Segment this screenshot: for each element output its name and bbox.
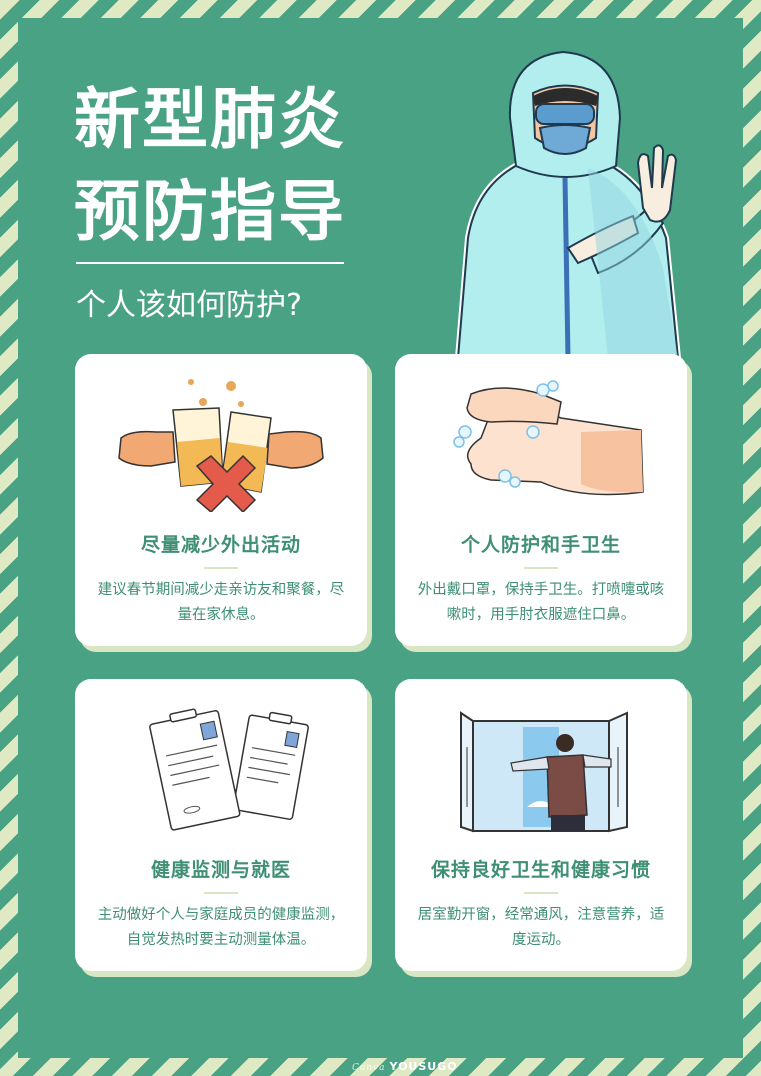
card-good-habits: 保持良好卫生和健康习惯 居室勤开窗，经常通风，注意营养，适度运动。	[395, 679, 687, 971]
card-rule	[204, 567, 238, 569]
title-divider	[76, 262, 344, 264]
watermark-script: Canva	[352, 1063, 386, 1073]
card-rule	[524, 567, 558, 569]
card-title: 个人防护和手卫生	[460, 534, 621, 556]
card-reduce-outings: 尽量减少外出活动 建议春节期间减少走亲访友和聚餐，尽量在家休息。	[75, 354, 367, 646]
card-body: 主动做好个人与家庭成员的健康监测，自觉发热时要主动测量体温。	[97, 907, 345, 948]
card-health-monitoring: 健康监测与就医 主动做好个人与家庭成员的健康监测，自觉发热时要主动测量体温。	[75, 679, 367, 971]
card-title: 健康监测与就医	[150, 859, 291, 881]
card-title: 保持良好卫生和健康习惯	[430, 859, 651, 881]
title-line-1: 新型肺炎	[74, 81, 346, 158]
page-title: 新型肺炎 预防指导	[74, 74, 346, 258]
subtitle: 个人该如何防护?	[76, 288, 302, 323]
title-line-2: 预防指导	[74, 173, 346, 250]
card-hand-hygiene: 个人防护和手卫生 外出戴口罩，保持手卫生。打喷嚏或咳嗽时，用手肘衣服遮住口鼻。	[395, 354, 687, 646]
no-gathering-icon	[118, 379, 324, 512]
watermark-text: YOUSUGO	[389, 1060, 458, 1073]
card-title: 尽量减少外出活动	[140, 534, 301, 556]
card-body: 建议春节期间减少走亲访友和聚餐，尽量在家休息。	[97, 582, 345, 623]
card-rule	[524, 892, 558, 894]
open-window-icon	[460, 711, 628, 833]
protective-suit-worker-illustration	[454, 50, 682, 358]
card-body: 外出戴口罩，保持手卫生。打喷嚏或咳嗽时，用手肘衣服遮住口鼻。	[417, 582, 665, 623]
hand-washing-icon	[453, 380, 644, 496]
health-record-icon	[149, 708, 309, 831]
card-rule	[204, 892, 238, 894]
card-body: 居室勤开窗，经常通风，注意营养，适度运动。	[417, 907, 665, 948]
watermark: Canva YOUSUGO	[352, 1060, 458, 1073]
